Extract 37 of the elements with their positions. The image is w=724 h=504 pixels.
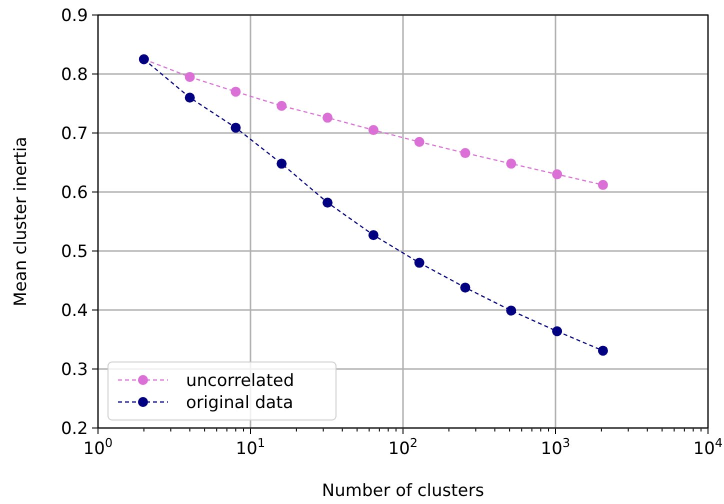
y-tick-label: 0.6 <box>60 183 88 203</box>
x-tick-label: 10$^{1}$ <box>236 436 266 459</box>
point <box>414 136 424 147</box>
point <box>368 230 378 240</box>
y-tick-label: 0.4 <box>60 301 88 321</box>
point <box>230 86 241 97</box>
point <box>276 158 287 169</box>
point <box>460 148 470 158</box>
point <box>414 258 424 268</box>
x-tick-label: 10$^{0}$ <box>83 436 113 459</box>
y-tick-label: 0.8 <box>60 65 88 85</box>
point <box>184 92 195 103</box>
point <box>598 180 608 190</box>
x-tick-label: 10$^{4}$ <box>693 436 723 459</box>
x-tick-label: 10$^{3}$ <box>540 436 570 459</box>
legend-label: original data <box>186 393 294 413</box>
point <box>552 326 562 336</box>
point <box>506 306 516 316</box>
x-axis-title: Number of clusters <box>322 481 484 501</box>
y-tick-label: 0.3 <box>60 360 88 380</box>
y-tick-label: 0.5 <box>60 242 88 262</box>
y-tick-label: 0.2 <box>60 419 88 439</box>
point <box>506 158 516 169</box>
point <box>322 112 333 123</box>
point <box>598 346 608 356</box>
x-tick-label: 10$^{2}$ <box>388 436 418 459</box>
point <box>184 72 195 82</box>
point <box>552 169 562 180</box>
point <box>276 100 287 111</box>
point <box>368 125 378 136</box>
point <box>322 198 333 208</box>
y-axis-title: Mean cluster inertia <box>11 136 31 306</box>
point <box>460 282 470 293</box>
point <box>230 122 241 133</box>
legend-label: uncorrelated <box>186 371 294 391</box>
y-tick-label: 0.7 <box>60 124 88 144</box>
y-tick-label: 0.9 <box>60 6 88 26</box>
